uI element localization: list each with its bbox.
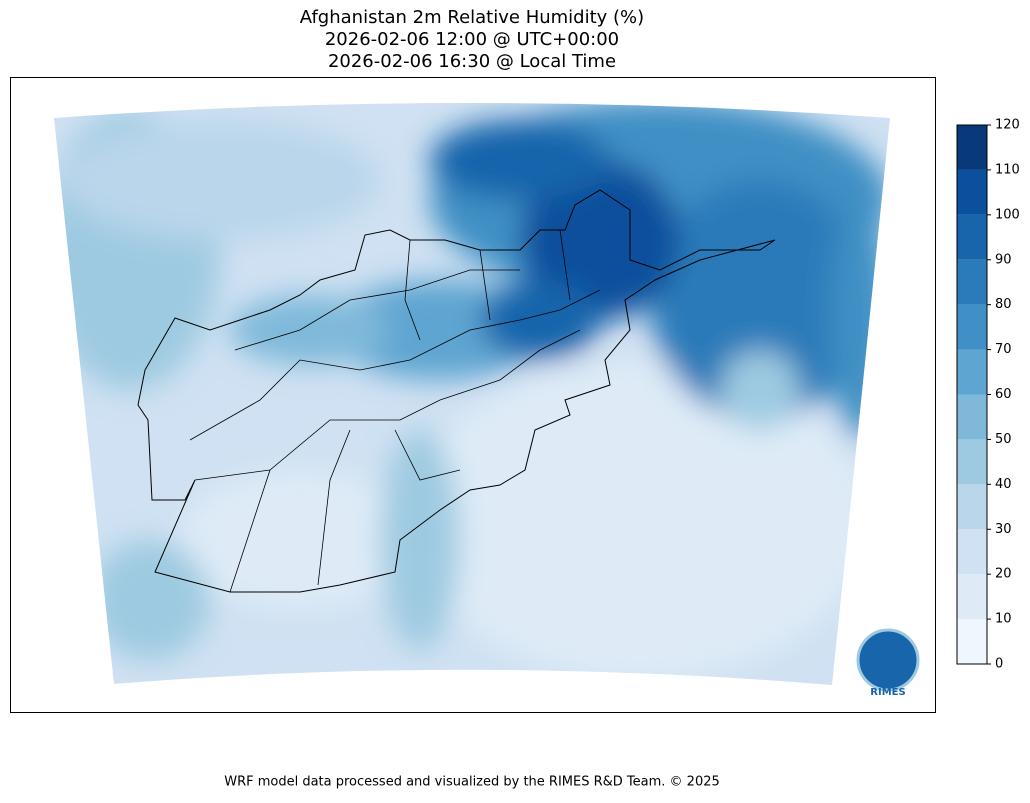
- humidity-field: [54, 103, 890, 685]
- colorbar-tick-label: 100: [995, 207, 1020, 222]
- country-border: [137, 189, 776, 593]
- colorbar-segment: [957, 394, 987, 440]
- colorbar-tick-label: 90: [995, 252, 1012, 267]
- colorbar-tick-label: 120: [995, 118, 1020, 133]
- colorbar-segment: [957, 484, 987, 530]
- colorbar-tick-label: 10: [995, 612, 1012, 627]
- title-line: 2026-02-06 12:00 @ UTC+00:00: [325, 29, 619, 50]
- colorbar: 0 10 20 30 40 50 60 70 80 90 100 110 120: [956, 118, 1020, 672]
- colorbar-segment: [957, 169, 987, 215]
- colorbar-tick-label: 20: [995, 567, 1012, 582]
- title-line: Afghanistan 2m Relative Humidity (%): [300, 7, 644, 28]
- colorbar-segment: [957, 619, 987, 664]
- colorbar-segment: [957, 529, 987, 575]
- province-borders: [189, 229, 601, 593]
- footer: WRF model data processed and visualized …: [224, 775, 720, 790]
- colorbar-segment: [957, 125, 987, 170]
- colorbar-segment: [957, 259, 987, 305]
- logo-text: RIMES: [870, 687, 905, 698]
- colorbar-tick-label: 70: [995, 342, 1012, 357]
- colorbar-tick-label: 30: [995, 522, 1012, 537]
- colorbar-tick-label: 0: [995, 657, 1003, 672]
- colorbar-segment: [957, 439, 987, 485]
- colorbar-tick-label: 60: [995, 387, 1012, 402]
- colorbar-segment: [957, 574, 987, 620]
- logo: RIMES: [856, 628, 920, 698]
- colorbar-tick-label: 110: [995, 162, 1020, 177]
- colorbar-segment: [957, 349, 987, 395]
- colorbar-segment: [957, 214, 987, 260]
- colorbar-tick-label: 80: [995, 297, 1012, 312]
- colorbar-segment: [957, 304, 987, 350]
- colorbar-tick-label: 50: [995, 432, 1012, 447]
- title-line: 2026-02-06 16:30 @ Local Time: [328, 51, 616, 72]
- colorbar-tick-label: 40: [995, 477, 1012, 492]
